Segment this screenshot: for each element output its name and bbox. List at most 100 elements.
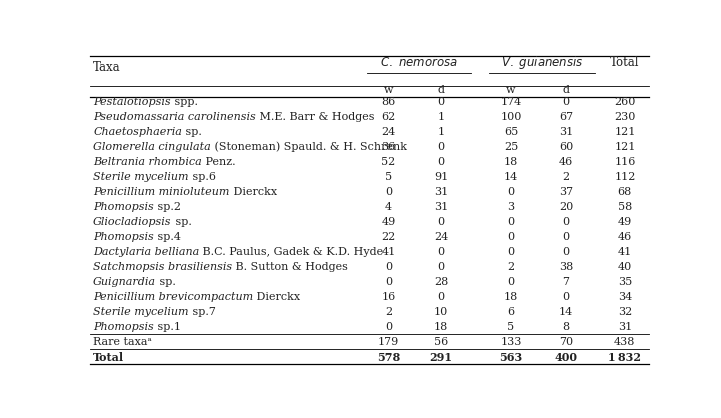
Text: sp.1: sp.1 bbox=[154, 322, 181, 332]
Text: 121: 121 bbox=[614, 142, 636, 152]
Text: B. Sutton & Hodges: B. Sutton & Hodges bbox=[232, 262, 348, 272]
Text: Rare taxaᵃ: Rare taxaᵃ bbox=[93, 337, 152, 347]
Text: 40: 40 bbox=[618, 262, 632, 272]
Text: 1: 1 bbox=[438, 127, 445, 137]
Text: Satchmopsis brasiliensis: Satchmopsis brasiliensis bbox=[93, 262, 232, 272]
Text: sp.7: sp.7 bbox=[189, 307, 216, 317]
Text: d: d bbox=[562, 85, 570, 95]
Text: 0: 0 bbox=[508, 187, 515, 197]
Text: 7: 7 bbox=[562, 277, 570, 287]
Text: 46: 46 bbox=[618, 232, 632, 242]
Text: sp.: sp. bbox=[172, 217, 192, 227]
Text: 0: 0 bbox=[385, 187, 392, 197]
Text: Gliocladiopsis: Gliocladiopsis bbox=[93, 217, 172, 227]
Text: Penicillium brevicompactum: Penicillium brevicompactum bbox=[93, 292, 253, 302]
Text: 0: 0 bbox=[562, 97, 570, 107]
Text: Phomopsis: Phomopsis bbox=[93, 232, 154, 242]
Text: Guignardia: Guignardia bbox=[93, 277, 156, 287]
Text: 1 832: 1 832 bbox=[609, 352, 642, 362]
Text: Glomerella cingulata: Glomerella cingulata bbox=[93, 142, 211, 152]
Text: Penicillium minioluteum: Penicillium minioluteum bbox=[93, 187, 229, 197]
Text: 0: 0 bbox=[438, 262, 445, 272]
Text: Dactylaria belliana: Dactylaria belliana bbox=[93, 247, 200, 257]
Text: 10: 10 bbox=[434, 307, 448, 317]
Text: 2: 2 bbox=[562, 172, 570, 182]
Text: 8: 8 bbox=[562, 322, 570, 332]
Text: 3: 3 bbox=[508, 202, 515, 212]
Text: Beltrania rhombica: Beltrania rhombica bbox=[93, 157, 202, 167]
Text: 91: 91 bbox=[434, 172, 448, 182]
Text: 291: 291 bbox=[430, 352, 453, 362]
Text: 112: 112 bbox=[614, 172, 636, 182]
Text: 25: 25 bbox=[504, 142, 518, 152]
Text: 49: 49 bbox=[381, 217, 396, 227]
Text: 24: 24 bbox=[381, 127, 396, 137]
Text: 58: 58 bbox=[618, 202, 632, 212]
Text: 230: 230 bbox=[614, 112, 636, 122]
Text: d: d bbox=[438, 85, 445, 95]
Text: 28: 28 bbox=[434, 277, 448, 287]
Text: 0: 0 bbox=[562, 232, 570, 242]
Text: 65: 65 bbox=[504, 127, 518, 137]
Text: Phomopsis: Phomopsis bbox=[93, 202, 154, 212]
Text: 22: 22 bbox=[381, 232, 396, 242]
Text: 0: 0 bbox=[508, 277, 515, 287]
Text: Chaetosphaeria: Chaetosphaeria bbox=[93, 127, 182, 137]
Text: 20: 20 bbox=[559, 202, 573, 212]
Text: 121: 121 bbox=[614, 127, 636, 137]
Text: Phomopsis: Phomopsis bbox=[93, 322, 154, 332]
Text: 0: 0 bbox=[438, 97, 445, 107]
Text: 0: 0 bbox=[562, 217, 570, 227]
Text: 0: 0 bbox=[508, 217, 515, 227]
Text: w: w bbox=[506, 85, 516, 95]
Text: Dierckx: Dierckx bbox=[229, 187, 277, 197]
Text: Total: Total bbox=[610, 56, 640, 69]
Text: 14: 14 bbox=[504, 172, 518, 182]
Text: 31: 31 bbox=[434, 202, 448, 212]
Text: sp.6: sp.6 bbox=[189, 172, 216, 182]
Text: 0: 0 bbox=[438, 157, 445, 167]
Text: 16: 16 bbox=[381, 292, 396, 302]
Text: sp.: sp. bbox=[182, 127, 202, 137]
Text: 116: 116 bbox=[614, 157, 636, 167]
Text: 578: 578 bbox=[377, 352, 400, 362]
Text: 36: 36 bbox=[381, 142, 396, 152]
Text: 34: 34 bbox=[618, 292, 632, 302]
Text: 35: 35 bbox=[618, 277, 632, 287]
Text: 70: 70 bbox=[559, 337, 573, 347]
Text: $\it{C.\ nemorosa}$: $\it{C.\ nemorosa}$ bbox=[380, 56, 458, 69]
Text: 133: 133 bbox=[500, 337, 521, 347]
Text: Taxa: Taxa bbox=[93, 61, 121, 74]
Text: 0: 0 bbox=[562, 247, 570, 257]
Text: 31: 31 bbox=[434, 187, 448, 197]
Text: 18: 18 bbox=[504, 157, 518, 167]
Text: 1: 1 bbox=[438, 112, 445, 122]
Text: 18: 18 bbox=[504, 292, 518, 302]
Text: sp.: sp. bbox=[156, 277, 176, 287]
Text: 0: 0 bbox=[562, 292, 570, 302]
Text: 0: 0 bbox=[508, 247, 515, 257]
Text: (Stoneman) Spauld. & H. Schrenk: (Stoneman) Spauld. & H. Schrenk bbox=[211, 142, 407, 152]
Text: 41: 41 bbox=[381, 247, 396, 257]
Text: 38: 38 bbox=[559, 262, 573, 272]
Text: 86: 86 bbox=[381, 97, 396, 107]
Text: Pseudomassaria carolinensis: Pseudomassaria carolinensis bbox=[93, 112, 256, 122]
Text: 179: 179 bbox=[378, 337, 399, 347]
Text: 56: 56 bbox=[434, 337, 448, 347]
Text: 49: 49 bbox=[618, 217, 632, 227]
Text: 24: 24 bbox=[434, 232, 448, 242]
Text: 2: 2 bbox=[508, 262, 515, 272]
Text: 174: 174 bbox=[500, 97, 521, 107]
Text: 37: 37 bbox=[559, 187, 573, 197]
Text: $\it{V.\ guianensis}$: $\it{V.\ guianensis}$ bbox=[501, 54, 584, 71]
Text: 62: 62 bbox=[381, 112, 396, 122]
Text: 41: 41 bbox=[618, 247, 632, 257]
Text: 563: 563 bbox=[500, 352, 523, 362]
Text: sp.4: sp.4 bbox=[154, 232, 181, 242]
Text: 68: 68 bbox=[618, 187, 632, 197]
Text: 31: 31 bbox=[559, 127, 573, 137]
Text: 67: 67 bbox=[559, 112, 573, 122]
Text: Dierckx: Dierckx bbox=[253, 292, 301, 302]
Text: 31: 31 bbox=[618, 322, 632, 332]
Text: 32: 32 bbox=[618, 307, 632, 317]
